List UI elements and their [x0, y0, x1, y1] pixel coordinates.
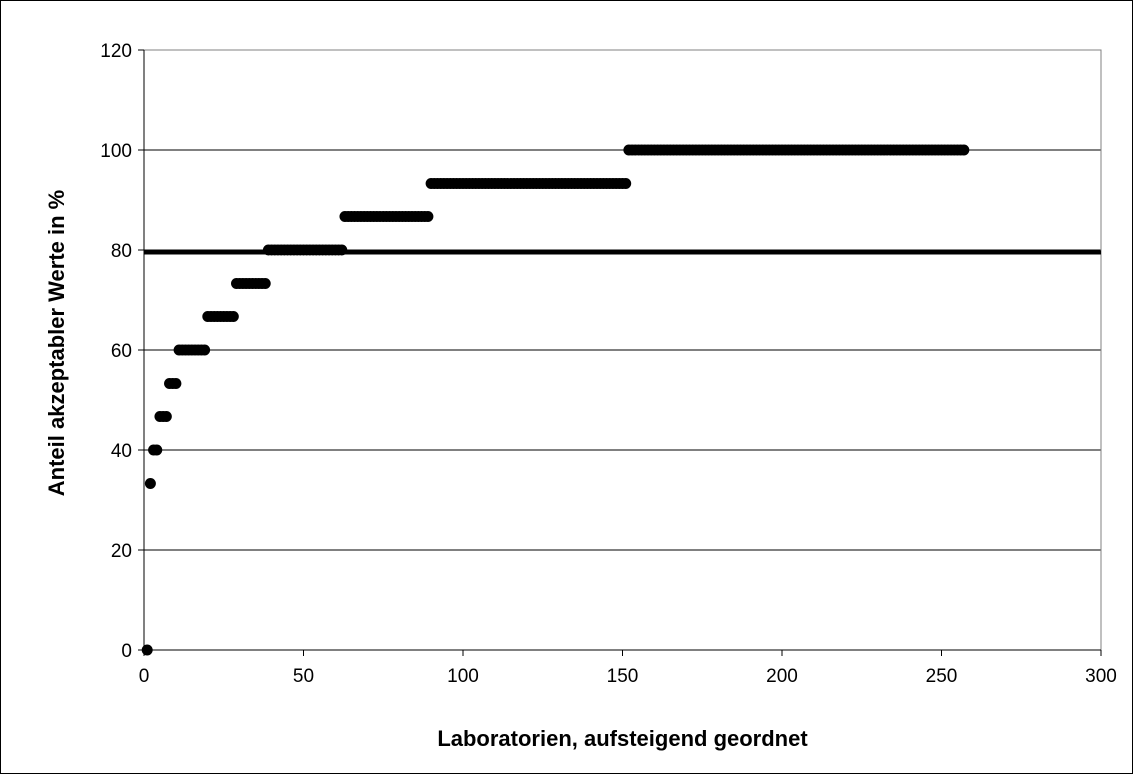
data-point	[422, 211, 434, 222]
y-tick-label: 40	[111, 441, 132, 462]
y-axis-title: Anteil akzeptabler Werte in %	[44, 190, 69, 496]
y-tick-label: 100	[100, 141, 132, 162]
data-point	[259, 278, 271, 289]
x-tick-label: 100	[447, 666, 479, 687]
data-point	[160, 411, 172, 422]
y-tick-label: 80	[111, 241, 132, 262]
data-point	[958, 144, 970, 156]
grid-lines	[144, 149, 1101, 551]
data-point	[151, 444, 163, 456]
data-point	[227, 311, 239, 322]
data-point	[144, 478, 156, 489]
x-axis-title: Laboratorien, aufsteigend geordnet	[437, 726, 808, 751]
data-point	[620, 178, 632, 189]
x-tick-label: 300	[1085, 666, 1117, 687]
x-tick-label: 50	[293, 666, 314, 687]
x-tick-label: 150	[607, 666, 639, 687]
data-point	[170, 378, 182, 389]
y-tick-label: 0	[121, 641, 132, 662]
data-point	[336, 244, 348, 256]
data-point	[199, 344, 211, 356]
y-tick-label: 60	[111, 341, 132, 362]
axes	[138, 49, 1102, 656]
data-points	[141, 144, 970, 656]
tick-labels: 0 20 40 60 80 100 120 0 50 100 150 200 250 300	[100, 41, 1117, 687]
data-point	[141, 644, 153, 656]
x-tick-label: 200	[766, 666, 798, 687]
y-tick-label: 120	[100, 41, 132, 62]
x-tick-label: 250	[926, 666, 958, 687]
x-tick-label: 0	[139, 666, 150, 687]
y-tick-label: 20	[111, 541, 132, 562]
